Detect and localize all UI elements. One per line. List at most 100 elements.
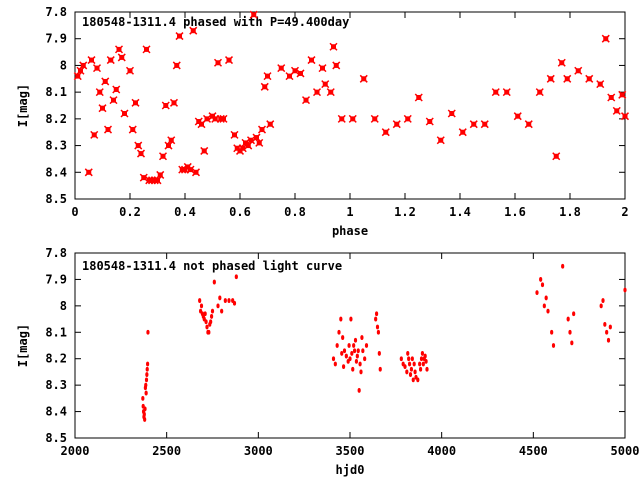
data-point <box>227 298 231 303</box>
data-point <box>568 329 572 335</box>
data-point <box>557 58 566 67</box>
data-point <box>601 298 605 303</box>
x-tick-label: 3500 <box>336 444 365 458</box>
data-point <box>219 114 228 123</box>
data-point <box>623 287 627 293</box>
data-point <box>246 136 256 145</box>
data-point <box>480 120 489 129</box>
data-point <box>95 88 104 97</box>
data-point <box>352 343 356 348</box>
chart-title: 180548-1311.4 phased with P=49.400day <box>82 15 349 29</box>
data-point <box>203 311 207 317</box>
data-point <box>260 82 269 91</box>
data-point <box>374 311 379 317</box>
data-point <box>364 343 369 348</box>
data-point <box>244 141 253 150</box>
data-point <box>136 149 146 158</box>
data-point <box>318 64 327 73</box>
y-tick-label: 7.9 <box>45 32 67 46</box>
data-point <box>378 366 382 372</box>
data-point <box>513 112 522 121</box>
data-point <box>354 358 359 364</box>
data-point <box>603 321 607 327</box>
data-point <box>79 61 88 70</box>
data-point <box>405 369 409 375</box>
y-tick-label: 8.4 <box>45 405 67 419</box>
data-point <box>407 356 411 362</box>
x-tick-label: 1.2 <box>394 205 416 219</box>
data-point <box>145 372 149 377</box>
data-point <box>106 56 115 65</box>
data-point <box>87 56 96 65</box>
data-point <box>348 356 352 362</box>
data-point <box>344 353 348 359</box>
data-point <box>210 308 215 314</box>
data-point <box>158 152 168 161</box>
data-point <box>120 109 129 118</box>
data-point <box>205 324 209 330</box>
data-point <box>144 377 149 383</box>
data-point <box>574 66 583 75</box>
data-point <box>350 351 354 356</box>
data-point <box>167 136 176 145</box>
data-point <box>321 80 330 89</box>
data-point <box>540 282 545 288</box>
data-point <box>546 74 555 83</box>
data-point <box>403 364 407 370</box>
data-point <box>114 45 124 54</box>
data-point <box>277 64 286 73</box>
data-point <box>425 117 434 126</box>
x-tick-label: 2000 <box>61 444 90 458</box>
data-point <box>608 324 612 330</box>
data-point <box>218 295 222 301</box>
x-tick-label: 0.2 <box>119 205 141 219</box>
data-point <box>370 114 379 123</box>
data-point <box>341 335 345 340</box>
data-point <box>359 369 363 375</box>
data-point <box>377 351 381 356</box>
data-point <box>399 356 403 362</box>
data-point <box>491 88 500 97</box>
data-point <box>424 358 428 364</box>
data-point <box>381 128 390 137</box>
data-point <box>255 138 264 147</box>
data-point <box>238 144 247 153</box>
y-tick-label: 8.5 <box>45 192 67 206</box>
data-point <box>199 303 204 309</box>
y-tick-label: 8.2 <box>45 352 67 366</box>
data-point <box>337 114 346 123</box>
data-point <box>326 88 335 97</box>
data-point <box>335 343 339 348</box>
data-point <box>403 114 412 123</box>
y-tick-label: 7.8 <box>45 5 67 19</box>
data-point <box>374 316 378 322</box>
data-point <box>620 112 630 121</box>
data-point <box>408 372 413 377</box>
data-point <box>339 316 343 322</box>
data-point <box>200 146 209 155</box>
data-point <box>414 93 423 102</box>
data-point <box>131 98 140 107</box>
data-point <box>189 26 198 35</box>
unphased-light-curve-panel: 2000 2500 3000 3500 4000 4500 5000 7.8 7.9 8 8.1 8.… <box>16 246 639 477</box>
data-point <box>90 130 99 139</box>
data-point <box>198 298 202 303</box>
data-point <box>542 303 546 309</box>
data-point <box>359 74 368 83</box>
data-point <box>312 88 322 97</box>
x-tick-label: 2 <box>621 205 628 219</box>
data-point <box>352 348 357 354</box>
data-point <box>224 56 234 65</box>
data-point <box>204 319 208 325</box>
data-point <box>375 324 380 330</box>
data-point <box>249 10 258 19</box>
data-point <box>340 351 344 356</box>
y-tick-label: 8.3 <box>45 378 67 392</box>
data-point <box>599 303 603 309</box>
data-point <box>146 329 150 335</box>
x-tick-label: 4000 <box>427 444 456 458</box>
data-point <box>363 356 367 362</box>
data-point <box>458 128 467 137</box>
x-tick-label: 1.8 <box>559 205 581 219</box>
data-point <box>361 348 365 354</box>
